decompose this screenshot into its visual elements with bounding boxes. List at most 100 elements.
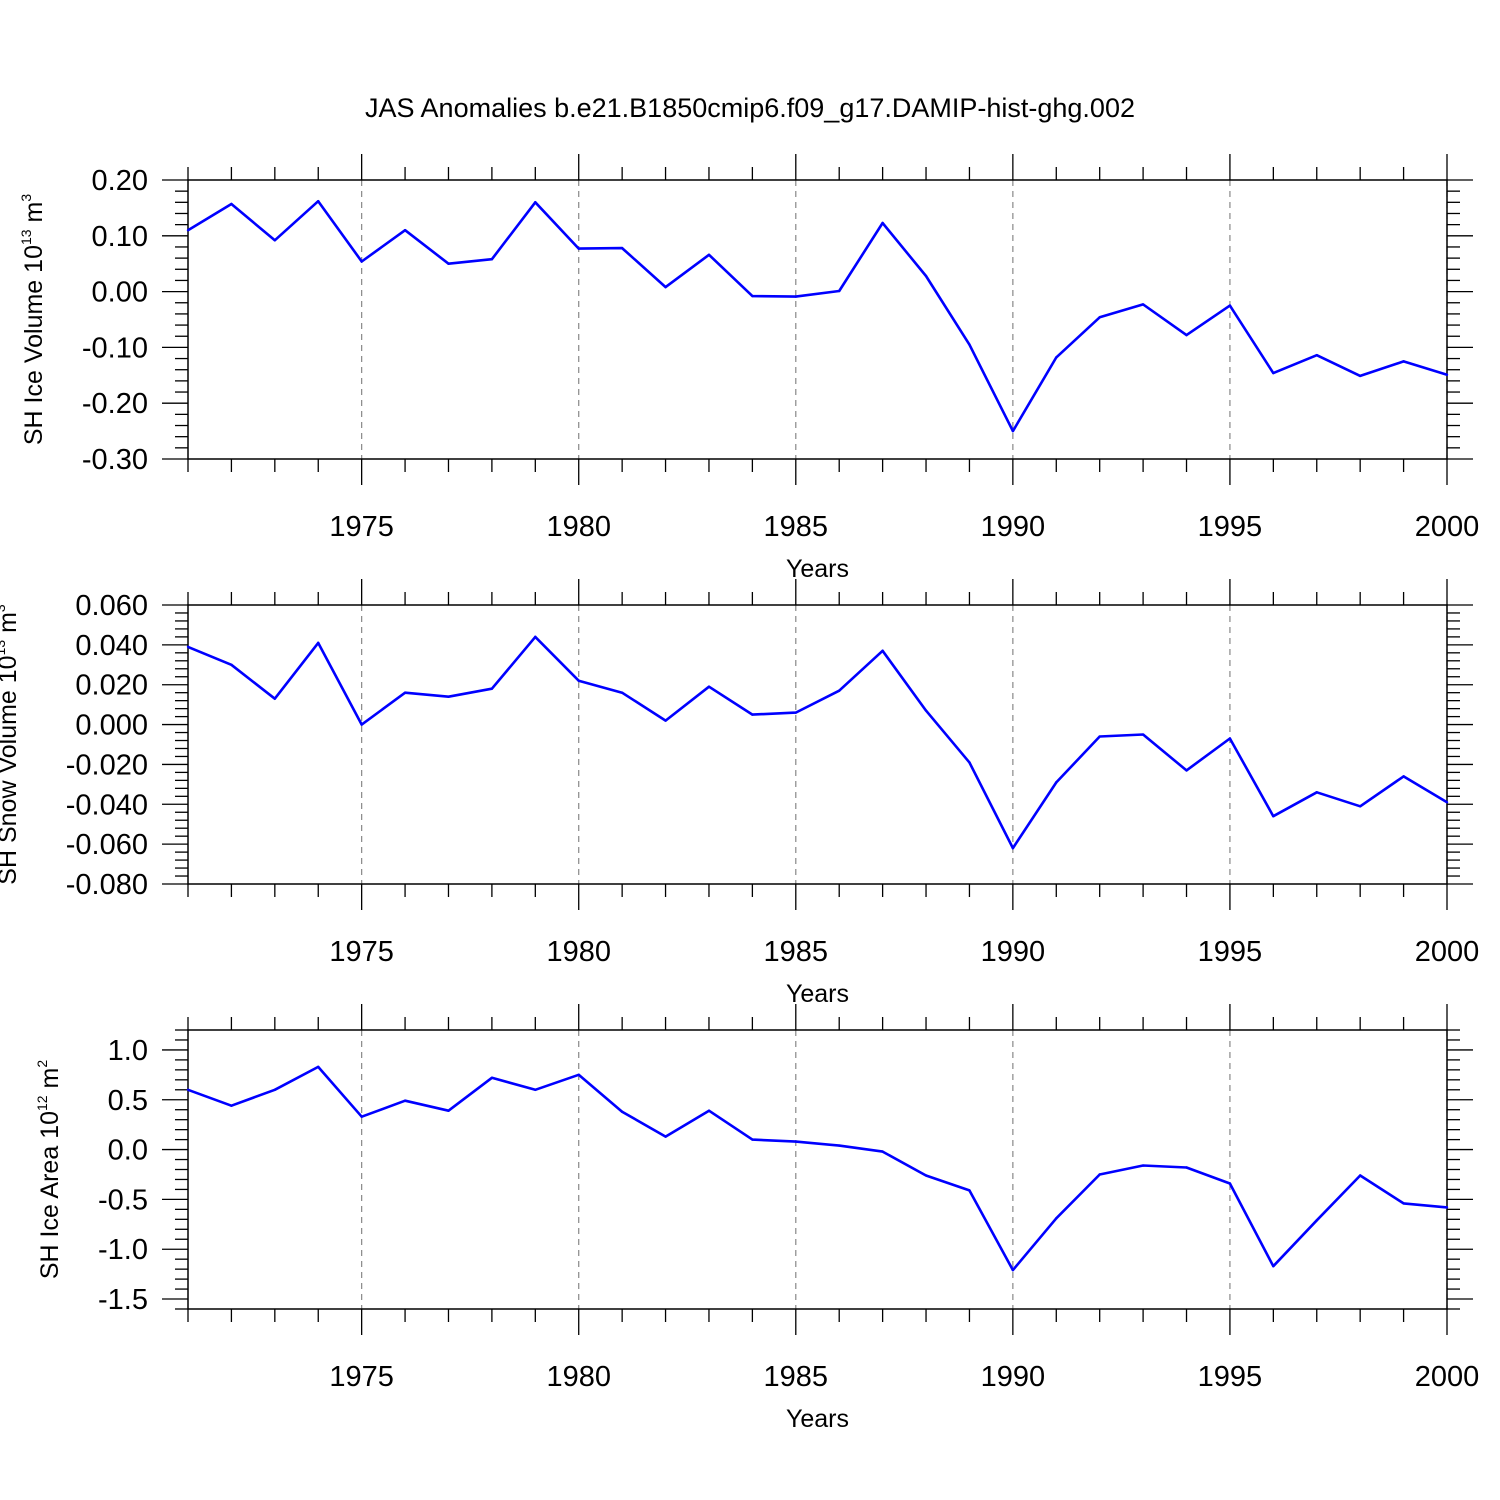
data-point xyxy=(230,663,233,666)
data-point xyxy=(968,1189,971,1192)
data-point xyxy=(1228,1182,1232,1185)
x-tick-label: 1995 xyxy=(1198,936,1263,968)
y-tick-label: 0.000 xyxy=(75,710,148,742)
x-tick-label: 2000 xyxy=(1415,1361,1480,1393)
plot-frame xyxy=(187,1029,1448,1310)
data-point xyxy=(1315,1219,1318,1222)
data-point xyxy=(751,294,754,298)
data-point xyxy=(1315,354,1318,357)
data-point xyxy=(577,247,580,250)
x-tick-label: 1990 xyxy=(981,1361,1046,1393)
y-tick-label: -0.020 xyxy=(66,749,148,781)
y-tick-label: 0.0 xyxy=(108,1135,148,1167)
data-point xyxy=(1358,1174,1362,1177)
x-tick-label: 1990 xyxy=(981,936,1046,968)
data-point xyxy=(1055,356,1058,359)
y-axis-label: SH Snow Volume 1013 m3 xyxy=(0,604,22,885)
data-point xyxy=(1098,1173,1101,1176)
y-axis-label-exponent: 13 xyxy=(18,229,34,245)
data-point xyxy=(230,202,233,206)
data-point xyxy=(490,1076,494,1080)
data-point xyxy=(360,723,363,726)
y-tick-label: 0.020 xyxy=(75,670,148,702)
data-point xyxy=(1272,1264,1275,1268)
y-tick-label: 0.060 xyxy=(75,590,148,622)
x-axis-label: Years xyxy=(786,1405,849,1433)
data-point xyxy=(1402,775,1405,778)
data-point xyxy=(273,1088,277,1091)
data-point xyxy=(1011,1268,1015,1272)
y-tick-label: -0.080 xyxy=(66,869,148,901)
data-point xyxy=(1098,316,1101,319)
data-point xyxy=(490,258,494,261)
y-tick-label: 0.00 xyxy=(92,277,148,309)
series-line xyxy=(187,1065,1448,1272)
data-point xyxy=(230,1104,233,1107)
data-point xyxy=(1445,801,1449,804)
x-tick-label: 1985 xyxy=(764,511,829,543)
data-point xyxy=(360,260,363,263)
data-point xyxy=(577,1073,580,1077)
x-tick-label: 1980 xyxy=(546,936,611,968)
data-point xyxy=(1358,805,1362,808)
data-point xyxy=(751,713,754,716)
data-point xyxy=(1011,846,1015,850)
data-point xyxy=(317,200,320,203)
x-tick-label: 1980 xyxy=(546,511,611,543)
data-point xyxy=(881,649,884,653)
data-point xyxy=(1185,1166,1188,1169)
y-tick-label: 0.040 xyxy=(75,630,148,662)
data-point xyxy=(1315,791,1318,794)
data-point xyxy=(1402,1202,1405,1205)
data-point xyxy=(794,1140,797,1143)
data-point xyxy=(1055,781,1058,784)
y-axis-label: SH Ice Volume 1013 m3 xyxy=(18,194,48,445)
data-point xyxy=(1445,1206,1449,1209)
chart-title: JAS Anomalies b.e21.B1850cmip6.f09_g17.D… xyxy=(365,93,1135,123)
data-point xyxy=(838,689,841,692)
data-point xyxy=(1141,303,1145,306)
y-axis-label-unit: m xyxy=(0,612,22,640)
data-point xyxy=(707,1109,711,1112)
y-tick-label: -0.5 xyxy=(98,1184,148,1216)
data-point xyxy=(186,229,190,232)
y-axis-label-text: SH Ice Volume 10 xyxy=(20,245,48,445)
data-point xyxy=(664,285,667,289)
x-tick-label: 1985 xyxy=(764,1361,829,1393)
x-tick-label: 1985 xyxy=(764,936,829,968)
data-point xyxy=(1358,374,1362,378)
data-point xyxy=(707,253,711,256)
data-point xyxy=(620,1110,624,1113)
x-tick-label: 1975 xyxy=(329,936,394,968)
data-point xyxy=(968,343,971,346)
y-tick-label: -1.0 xyxy=(98,1234,148,1266)
y-tick-label: -0.30 xyxy=(82,444,148,476)
data-point xyxy=(447,695,450,698)
data-point xyxy=(881,1150,884,1153)
data-point xyxy=(1402,360,1405,363)
y-axis-label-unit-exponent: 3 xyxy=(18,194,34,202)
data-point xyxy=(794,295,797,298)
data-point xyxy=(924,709,928,712)
data-point xyxy=(534,1088,537,1091)
y-axis-label-unit: m xyxy=(20,202,48,230)
y-axis-label-text: SH Snow Volume 10 xyxy=(0,655,22,884)
data-point xyxy=(620,691,624,694)
y-axis-label-unit-exponent: 3 xyxy=(0,604,8,612)
data-point xyxy=(751,1138,754,1141)
x-axis-label: Years xyxy=(786,555,849,583)
data-point xyxy=(664,719,667,722)
x-axis-label: Years xyxy=(786,980,849,1008)
x-tick-label: 1975 xyxy=(329,1361,394,1393)
y-tick-label: 1.0 xyxy=(108,1035,148,1067)
data-point xyxy=(447,1109,450,1112)
y-axis-label-text: SH Ice Area 10 xyxy=(36,1111,64,1279)
data-point xyxy=(360,1115,363,1118)
data-point xyxy=(620,246,624,250)
data-point xyxy=(577,679,580,682)
data-point xyxy=(1055,1217,1058,1220)
data-point xyxy=(534,201,537,204)
data-point xyxy=(273,697,277,700)
data-point xyxy=(1141,733,1145,736)
